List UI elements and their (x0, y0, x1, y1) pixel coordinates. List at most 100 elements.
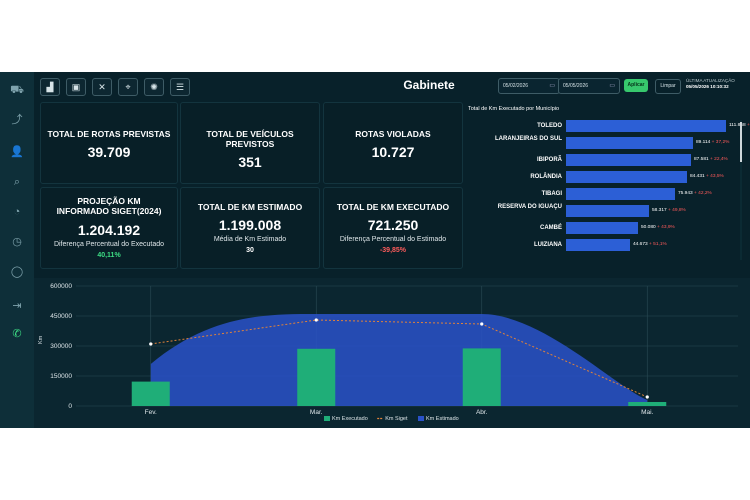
clock-icon[interactable]: ◷ (12, 236, 22, 248)
legend-label: Km Siget (385, 416, 408, 422)
chart-icon[interactable]: ◔ (13, 206, 21, 218)
last-update-label: ÚLTIMA ATUALIZAÇÃO (686, 78, 735, 83)
filter-button[interactable]: ☰ (170, 78, 190, 96)
municipio-value: 75.943 + 42,2% (678, 188, 712, 200)
y-tick-label: 600000 (50, 283, 72, 290)
date-from-value: 05/02/2026 (503, 83, 529, 89)
date-to-value: 05/05/2026 (563, 83, 589, 89)
user-icon[interactable]: 👤 (10, 146, 24, 158)
app-window: ⛟ ⤴ 👤 ⌕ ◔ ◷ ◯ ⇥ ✆ ▟ ▣ ✕ ⌖ ✺ ☰ Gabinete 0… (0, 72, 750, 428)
municipio-bar[interactable] (566, 137, 693, 149)
municipio-value-text: 58.317 (652, 208, 669, 213)
municipio-row[interactable]: ROLÂNDIA 84.431 + 43,5% (464, 171, 744, 185)
settings-button[interactable]: ✺ (144, 78, 164, 96)
municipio-pct: + 43,9% (657, 225, 675, 230)
page-title: Gabinete (403, 78, 455, 92)
kpi-sub-value: -39,85% (379, 247, 407, 254)
y-tick-label: 450000 (50, 313, 72, 320)
kpi-rotas-previstas: TOTAL DE ROTAS PREVISTAS 39.709 (40, 102, 178, 184)
kpi-sub-label: Diferença Percentual do Estimado (339, 236, 447, 243)
municipio-row[interactable]: LUIZIANA 44.673 + 51,1% (464, 239, 744, 253)
municipio-bar[interactable] (566, 222, 638, 234)
municipio-value: 84.431 + 43,5% (690, 171, 724, 183)
route-icon[interactable]: ⤴ (11, 114, 23, 126)
municipio-row[interactable]: LARANJEIRAS DO SUL 89.114 + 37,2% (464, 136, 744, 151)
whatsapp-icon[interactable]: ✆ (12, 328, 22, 340)
kpi-value: 1.199.008 (218, 217, 282, 233)
municipio-name: CAMBÉ (540, 225, 562, 231)
municipio-row[interactable]: IBIPORÃ 87.581 + 22,4% (464, 154, 744, 168)
x-tick-label: Mar. (310, 409, 323, 416)
municipio-name: LUIZIANA (534, 242, 562, 248)
search-route-icon[interactable]: ⌕ (13, 176, 21, 188)
clear-button[interactable]: Limpar (655, 79, 681, 94)
municipio-value-text: 89.114 (696, 140, 712, 145)
kpi-sub-value: 30 (246, 247, 254, 254)
municipios-panel: Total de Km Executado por Município TOLE… (464, 104, 750, 254)
bar-km-executado (462, 348, 501, 406)
municipio-row[interactable]: TIBAGI 75.943 + 42,2% (464, 188, 744, 202)
kpi-value: 39.709 (87, 144, 131, 160)
x-tick-label: Mai. (641, 409, 653, 416)
kpi-label: TOTAL DE ROTAS PREVISTAS (47, 129, 171, 139)
bar-km-executado (297, 348, 336, 406)
y-tick-label: 0 (68, 403, 72, 410)
municipio-bar[interactable] (566, 171, 687, 183)
x-tick-label: Fev. (145, 409, 157, 416)
route-view-button[interactable]: ✕ (92, 78, 112, 96)
chart-view-button[interactable]: ▟ (40, 78, 60, 96)
municipio-value: 44.673 + 51,1% (633, 239, 667, 251)
kpi-value: 1.204.192 (77, 222, 141, 238)
kpi-label: ROTAS VIOLADAS (355, 129, 431, 139)
legend-swatch (324, 416, 330, 421)
apply-button[interactable]: Aplicar (624, 79, 648, 92)
municipio-pct: + 43,5% (706, 174, 724, 179)
kpi-veiculos-previstos: TOTAL DE VEÍCULOS PREVISTOS 351 (180, 102, 320, 184)
municipio-name: TOLEDO (537, 123, 562, 129)
y-tick-label: 300000 (50, 343, 72, 350)
x-tick-label: Abr. (476, 409, 488, 416)
municipio-bar[interactable] (566, 154, 691, 166)
municipio-pct: + 29,1% (746, 123, 750, 128)
kpi-km-executado: TOTAL DE KM EXECUTADO 721.250 Diferença … (323, 187, 463, 269)
municipio-name: TIBAGI (541, 191, 562, 197)
y-tick-label: 150000 (50, 373, 72, 380)
municipio-pct: + 37,2% (711, 140, 730, 145)
bus-view-button[interactable]: ▣ (66, 78, 86, 96)
calendar-icon: ▭ (549, 83, 555, 89)
municipio-pct: + 49,8% (668, 208, 686, 213)
municipio-bar[interactable] (566, 188, 675, 200)
municipio-row[interactable]: CAMBÉ 50.080 + 43,9% (464, 222, 744, 236)
municipio-value: 50.080 + 43,9% (641, 222, 675, 234)
series-area-km-estimado (150, 314, 648, 406)
municipio-value-text: 75.943 (678, 191, 695, 196)
municipio-value: 89.114 + 37,2% (696, 137, 729, 149)
kpi-sub-value: 40,11% (97, 252, 121, 259)
date-to-field[interactable]: 05/05/2026 ▭ (558, 78, 620, 94)
municipio-bar[interactable] (566, 120, 726, 132)
truck-icon[interactable]: ⛟ (10, 84, 24, 96)
municipio-value: 87.581 + 22,4% (694, 154, 728, 166)
municipio-row[interactable]: TOLEDO 111.868 + 29,1% (464, 120, 750, 134)
legend-label: Km Estimado (426, 416, 459, 422)
kpi-rotas-violadas: ROTAS VIOLADAS 10.727 (323, 102, 463, 184)
municipio-value: 111.868 + 29,1% (729, 120, 750, 132)
municipios-scroll-thumb[interactable] (740, 122, 742, 162)
kpi-sub-label: Diferença Percentual do Executado (53, 241, 165, 248)
municipio-bar[interactable] (566, 205, 649, 217)
sidebar: ⛟ ⤴ 👤 ⌕ ◔ ◷ ◯ ⇥ ✆ (0, 72, 35, 428)
chat-icon[interactable]: ◯ (10, 266, 24, 278)
municipio-row[interactable]: RESERVA DO IGUAÇU 58.317 + 49,8% (464, 204, 744, 219)
point-km-siget (314, 318, 318, 322)
main-content: ▟ ▣ ✕ ⌖ ✺ ☰ Gabinete 05/02/2026 ▭ 05/05/2… (34, 72, 750, 428)
kpi-label: TOTAL DE KM EXECUTADO (336, 202, 450, 212)
legend-label: Km Executado (332, 416, 368, 422)
municipio-bar[interactable] (566, 239, 630, 251)
point-km-siget (645, 395, 649, 399)
kpi-label: TOTAL DE VEÍCULOS PREVISTOS (206, 129, 294, 149)
date-from-field[interactable]: 05/02/2026 ▭ (498, 78, 560, 94)
map-pin-button[interactable]: ⌖ (118, 78, 138, 96)
municipios-scrollbar[interactable] (740, 120, 742, 260)
exit-icon[interactable]: ⇥ (12, 300, 22, 312)
kpi-label: PROJEÇÃO KM INFORMADO SIGET(2024) (56, 196, 162, 216)
